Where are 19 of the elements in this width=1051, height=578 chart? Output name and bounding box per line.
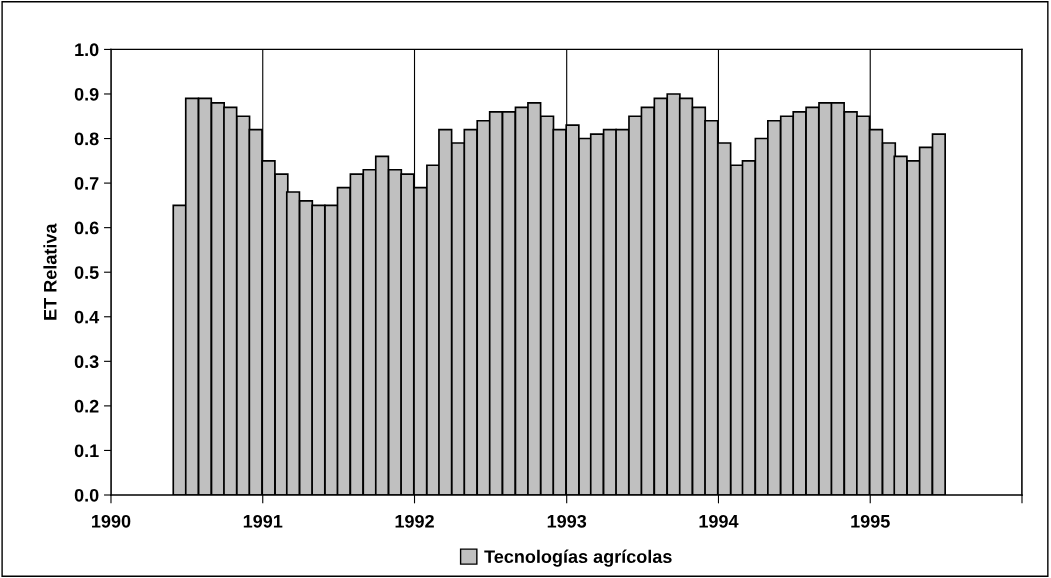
y-tick-label: 0.8 — [74, 132, 99, 146]
y-tick-label: 0.5 — [74, 266, 99, 279]
y-tick-label: 0.3 — [74, 355, 99, 369]
y-tick-label: 0.2 — [74, 399, 99, 413]
y-tick-label: 0.4 — [74, 310, 100, 324]
x-tick-label: 1994 — [699, 514, 739, 528]
y-tick-label: 0.0 — [74, 488, 99, 502]
legend-label: Tecnologías agrícolas — [484, 549, 672, 567]
x-tick-label: 1992 — [395, 514, 434, 528]
y-tick-label: 0.7 — [74, 177, 99, 190]
y-tick-label: 1.0 — [75, 43, 99, 57]
x-tick-label: 1990 — [92, 514, 131, 528]
x-tick-label: 1995 — [851, 514, 890, 528]
y-tick-label: 0.9 — [74, 87, 99, 101]
y-axis-title: ET Relativa — [43, 223, 57, 320]
y-tick-label: 0.6 — [74, 221, 99, 235]
y-tick-label: 0.1 — [74, 444, 99, 458]
x-tick-label: 1991 — [243, 514, 283, 528]
x-tick-label: 1993 — [547, 514, 587, 528]
